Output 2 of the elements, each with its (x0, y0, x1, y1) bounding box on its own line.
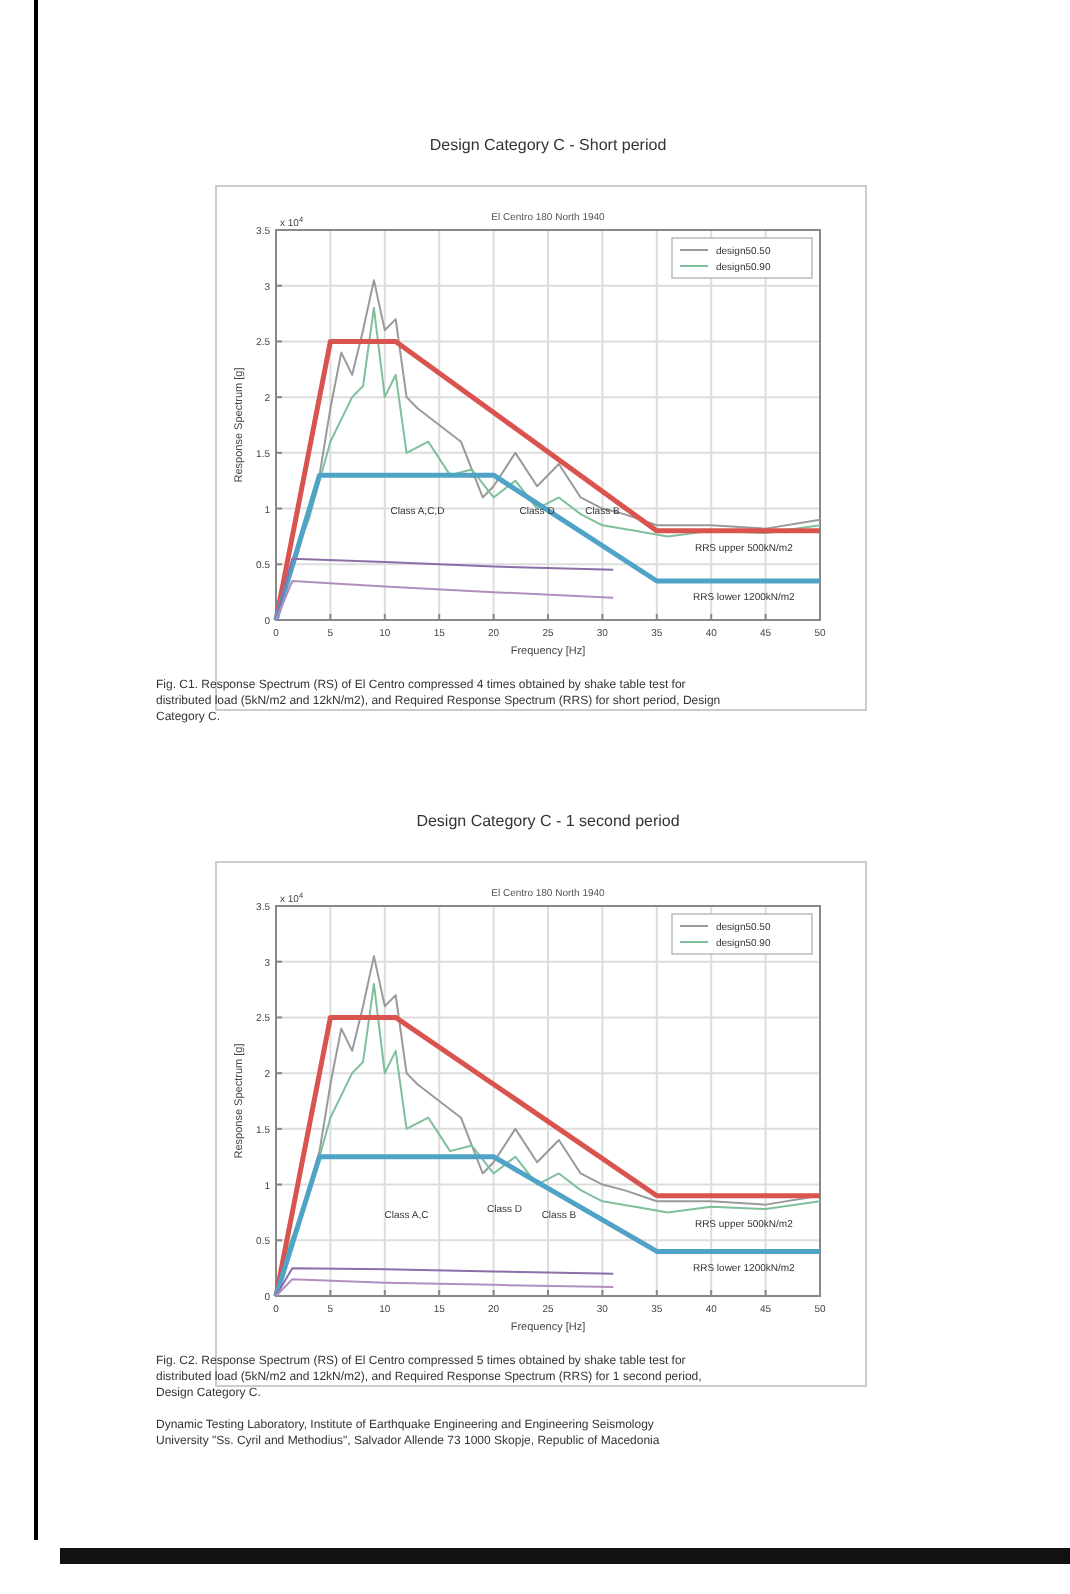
chart-title: Design Category C - Short period (429, 136, 667, 154)
chart-title: Design Category C - 1 second period (416, 812, 680, 830)
